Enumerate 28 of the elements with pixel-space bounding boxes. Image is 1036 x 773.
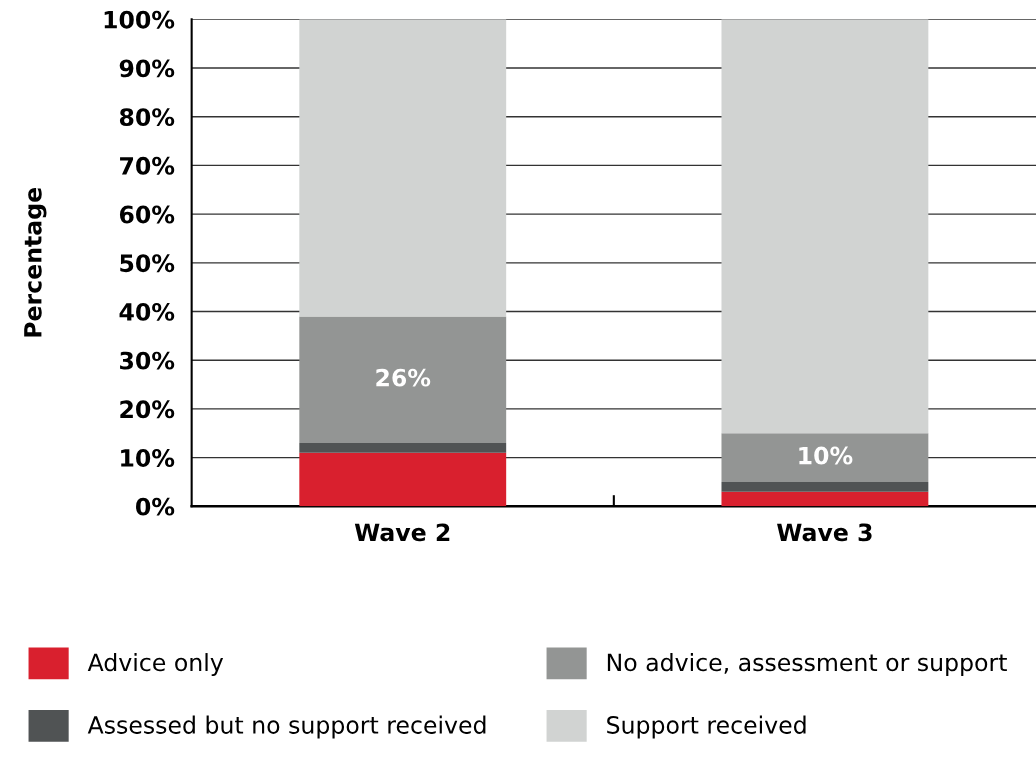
data-label: 10% — [799, 446, 853, 465]
y-tick-label: 20% — [120, 400, 175, 419]
legend-label: Advice only — [87, 653, 224, 676]
y-tick-label: 80% — [119, 108, 175, 127]
data-label: 26% — [376, 368, 431, 387]
bar — [299, 19, 507, 317]
bar — [721, 433, 929, 482]
bar — [721, 481, 929, 492]
x-tick-label: Wave 3 — [777, 523, 872, 542]
y-tick-label: 10% — [121, 449, 175, 467]
y-tick-label: 50% — [120, 254, 175, 273]
bar — [721, 19, 929, 434]
bar — [299, 443, 507, 453]
y-tick-label: 40% — [119, 302, 175, 321]
legend-label: No advice, assessment or support — [607, 653, 1007, 676]
y-tick-label: 30% — [120, 351, 175, 370]
y-tick-label: 100% — [104, 10, 175, 29]
y-tick-label: 0% — [136, 497, 175, 516]
bar — [299, 316, 507, 444]
y-tick-label: 70% — [120, 156, 175, 175]
y-axis-title: Percentage — [24, 188, 47, 337]
bar — [299, 452, 507, 507]
x-tick-label: Wave 2 — [354, 523, 450, 542]
legend-label: Assessed but no support received — [87, 715, 486, 739]
legend-label: Support received — [607, 715, 806, 739]
bar — [721, 491, 929, 507]
y-tick-label: 90% — [119, 59, 175, 78]
y-tick-label: 60% — [119, 205, 175, 224]
